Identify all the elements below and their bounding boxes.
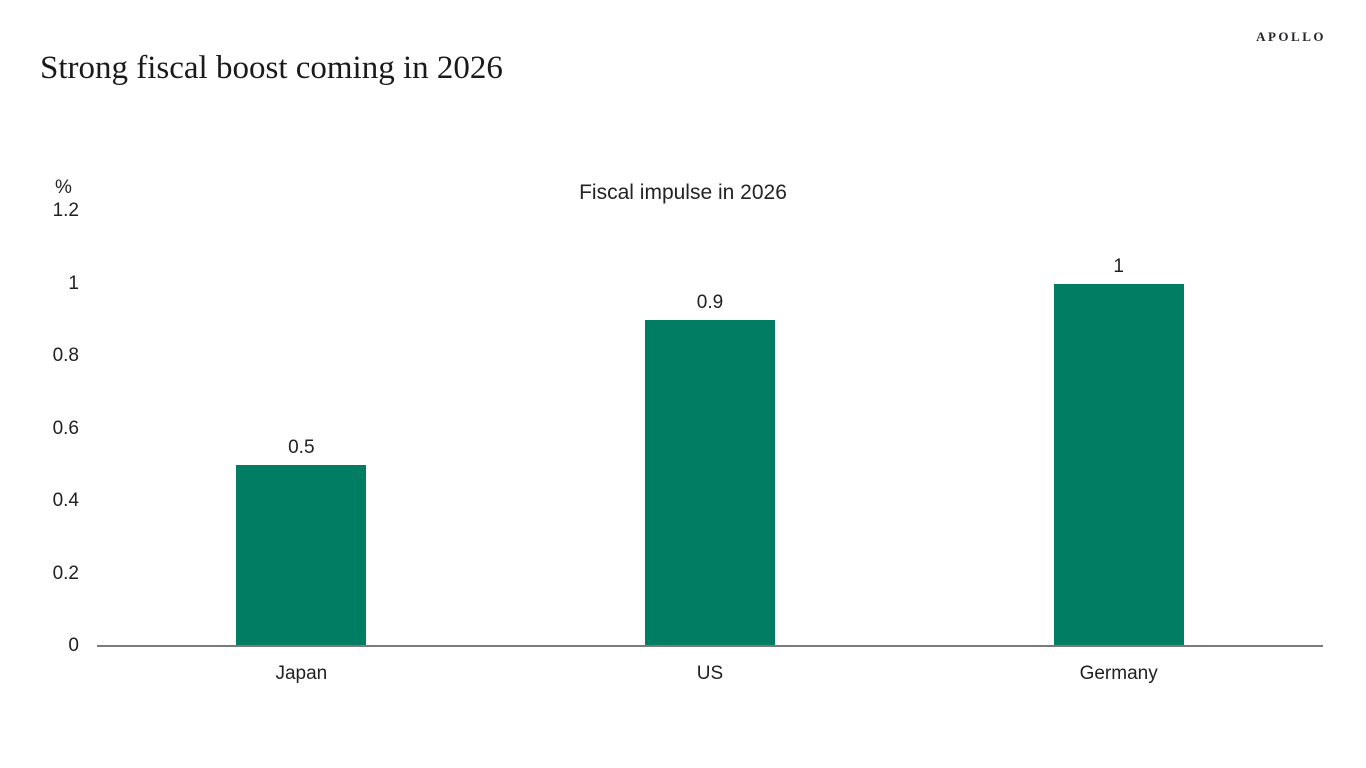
y-axis-tick-label: 0.6 [52,417,79,439]
chart-title: Fiscal impulse in 2026 [579,181,787,204]
bar-value-label: 0.5 [288,436,315,458]
y-axis-tick-label: 0.4 [52,490,79,511]
brand-logo: APOLLO [1256,29,1326,44]
y-axis-unit-label: % [55,177,72,198]
bar-germany [1053,283,1184,645]
x-axis-category-label: Japan [275,663,328,684]
bar-japan [236,464,367,645]
page-title: Strong fiscal boost coming in 2026 [40,50,503,86]
x-axis-line [97,645,1323,647]
y-axis-tick-label: 0.2 [52,562,79,584]
bar-value-label: 1 [1113,255,1124,277]
y-axis-tick-label: 0.8 [52,345,79,366]
bar-us [645,319,775,645]
y-axis-tick-label: 1.2 [52,200,79,221]
x-axis-category-label: US [696,663,724,684]
y-axis-tick-label: 0 [68,635,79,656]
y-axis-tick-label: 1 [68,272,79,294]
x-axis-category-label: Germany [1079,663,1158,684]
bar-value-label: 0.9 [696,291,724,313]
